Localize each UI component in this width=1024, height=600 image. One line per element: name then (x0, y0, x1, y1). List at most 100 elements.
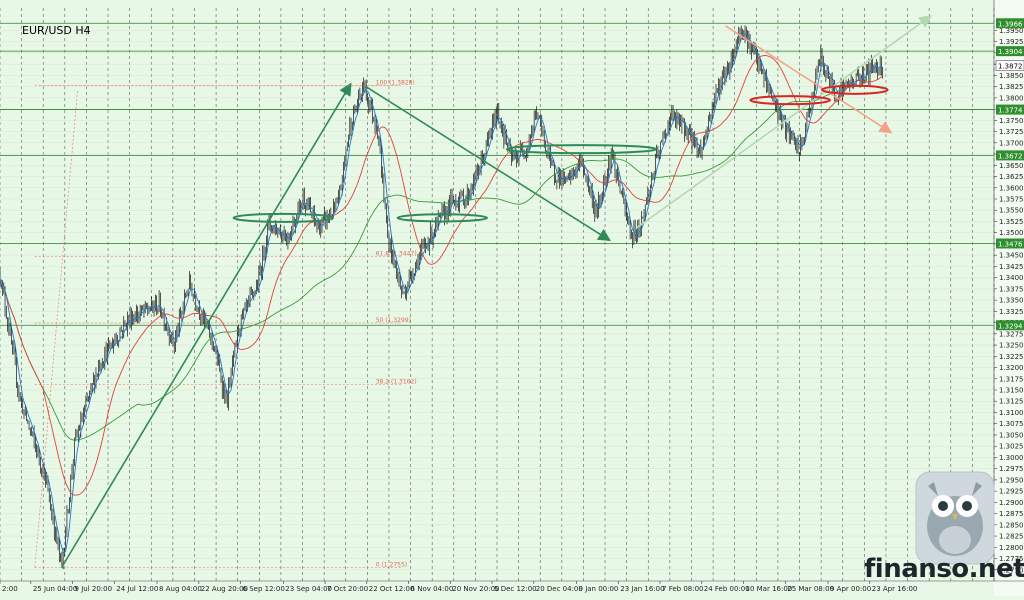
moving-average-fast (0, 33, 883, 554)
level-price-label: 1.3672 (998, 152, 1023, 160)
time-tick-label: 23 Apr 16:00 (872, 585, 918, 593)
time-tick-label: 22 Oct 12:00 (369, 585, 415, 593)
fibonacci-label: 100 (1.3828) (376, 79, 415, 86)
time-tick-label: 9 Jan 00:00 (579, 585, 619, 593)
price-tick-label: 1.3450 (999, 252, 1024, 260)
time-tick-label: 23 Jan 16:00 (620, 585, 664, 593)
time-tick-label: 20 Nov 20:00 (452, 585, 499, 593)
price-tick-label: 1.3350 (999, 297, 1024, 305)
level-price-tag (996, 150, 1024, 161)
time-tick-label: 25 Jun 04:00 (33, 585, 77, 593)
price-tick-label: 1.2825 (999, 533, 1024, 541)
fibonacci-label: 0 (1.2755) (376, 562, 407, 569)
price-tick-label: 1.3050 (999, 431, 1024, 439)
price-tick-label: 1.3625 (999, 173, 1024, 181)
time-tick-label: 24 Jul 12:00 (116, 585, 158, 593)
price-tick-label: 1.3800 (999, 94, 1024, 102)
trend-line (725, 25, 893, 134)
price-tick-label: 1.2925 (999, 488, 1024, 496)
consolidation-ellipse (396, 213, 489, 223)
trend-line (635, 15, 932, 229)
price-tick-label: 1.3275 (999, 330, 1024, 338)
time-tick-label: 7 Feb 08:00 (662, 585, 703, 593)
level-price-label: 1.3904 (998, 48, 1023, 56)
price-tick-label: 1.3375 (999, 285, 1024, 293)
time-tick-label: 9 Apr 00:00 (830, 585, 871, 593)
price-tick-label: 1.3600 (999, 184, 1024, 192)
level-price-label: 1.3294 (998, 322, 1023, 330)
consolidation-ellipse (749, 95, 831, 106)
price-tick-label: 1.3400 (999, 274, 1024, 282)
moving-average-medium (0, 54, 883, 496)
price-tick-label: 1.2900 (999, 499, 1024, 507)
fibonacci-label: 50 (1.3299) (376, 317, 411, 324)
moving-average-slow (0, 85, 883, 441)
price-tick-label: 1.3325 (999, 308, 1024, 316)
current-price-tag (995, 60, 1024, 71)
owl-logo (912, 470, 998, 566)
price-tick-label: 1.2850 (999, 521, 1024, 529)
level-price-label: 1.3774 (998, 107, 1023, 115)
price-tick-label: 1.3025 (999, 443, 1024, 451)
price-tick-label: 1.2800 (999, 544, 1024, 552)
price-scale-background (994, 0, 1024, 596)
price-tick-label: 1.3575 (999, 196, 1024, 204)
price-tick-label: 1.3950 (999, 27, 1024, 35)
price-tick-label: 1.3075 (999, 420, 1024, 428)
price-tick-label: 1.3825 (999, 83, 1024, 91)
level-price-tag (996, 238, 1024, 249)
time-tick-label: 25 Mar 08:00 (787, 585, 834, 593)
price-tick-label: 1.3175 (999, 375, 1024, 383)
price-tick-label: 1.3000 (999, 454, 1024, 462)
price-tick-label: 1.3850 (999, 72, 1024, 80)
current-price-label: 1.3872 (998, 63, 1023, 71)
price-tick-label: 1.2975 (999, 465, 1024, 473)
level-price-tag (996, 320, 1024, 331)
price-tick-label: 1.3100 (999, 409, 1024, 417)
price-tick-label: 1.3725 (999, 128, 1024, 136)
time-tick-label: 5 Dec 12:00 (494, 585, 537, 593)
consolidation-ellipse (232, 212, 334, 223)
consolidation-ellipse (505, 144, 658, 155)
price-tick-label: 1.2950 (999, 476, 1024, 484)
price-tick-label: 1.3700 (999, 139, 1024, 147)
time-tick-label: 10 Mar 16:00 (746, 585, 793, 593)
fibonacci-label: 61.8 (1.3447) (376, 251, 417, 258)
time-tick-label: 23 Sep 04:00 (285, 585, 332, 593)
trend-line (60, 82, 352, 568)
time-tick-label: 9 Jul 20:00 (75, 585, 113, 593)
price-tick-label: 1.3500 (999, 229, 1024, 237)
fibonacci-label: 38.2 (1.3162) (376, 379, 417, 386)
price-tick-label: 1.3425 (999, 263, 1024, 271)
watermark-text: finanso.net (864, 554, 1024, 584)
price-tick-label: 1.3750 (999, 117, 1024, 125)
price-tick-label: 1.3125 (999, 398, 1024, 406)
price-tick-label: 1.2875 (999, 510, 1024, 518)
time-tick-label: 6 Nov 04:00 (411, 585, 454, 593)
price-tick-label: 1.3200 (999, 364, 1024, 372)
price-tick-label: 1.3250 (999, 342, 1024, 350)
level-price-tag (996, 18, 1024, 29)
price-tick-label: 1.3550 (999, 207, 1024, 215)
time-tick-label: 24 Feb 00:00 (704, 585, 750, 593)
time-tick-label: 2:00 (2, 585, 18, 593)
price-tick-label: 1.3525 (999, 218, 1024, 226)
price-tick-label: 1.2775 (999, 555, 1024, 563)
price-tick-label: 1.3650 (999, 162, 1024, 170)
chart-title: EUR/USD H4 (22, 24, 91, 37)
time-tick-label: 7 Oct 20:00 (327, 585, 368, 593)
price-tick-label: 1.2750 (999, 566, 1024, 574)
time-tick-label: 20 Dec 04:00 (536, 585, 583, 593)
time-tick-label: 6 Sep 12:00 (243, 585, 285, 593)
level-price-tag (996, 104, 1024, 115)
time-tick-label: 8 Aug 04:00 (159, 585, 202, 593)
price-tick-label: 1.3150 (999, 387, 1024, 395)
level-price-label: 1.3966 (998, 20, 1023, 28)
level-price-label: 1.3476 (998, 240, 1023, 248)
price-tick-label: 1.3925 (999, 38, 1024, 46)
level-price-tag (996, 46, 1024, 57)
time-tick-label: 22 Aug 20:00 (201, 585, 248, 593)
